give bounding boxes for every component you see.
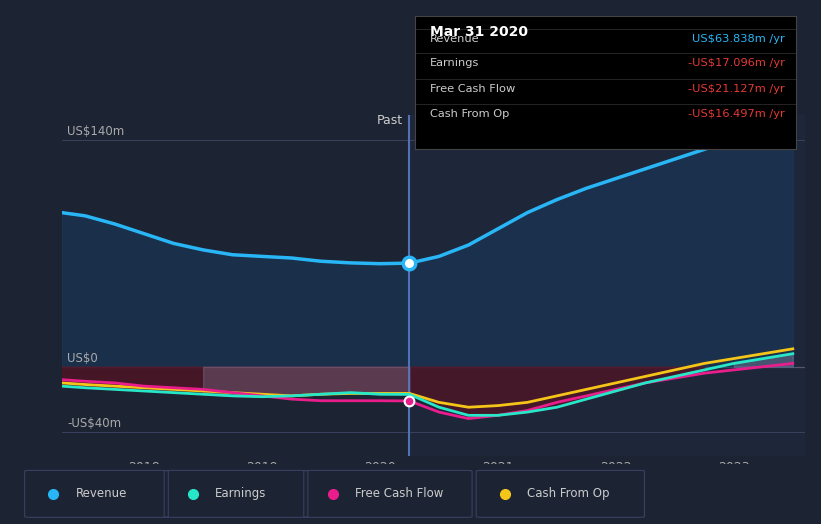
Text: Earnings: Earnings	[430, 59, 479, 69]
Text: US$0: US$0	[67, 352, 99, 365]
Text: Free Cash Flow: Free Cash Flow	[355, 487, 443, 500]
Text: Revenue: Revenue	[76, 487, 127, 500]
Text: Mar 31 2020: Mar 31 2020	[430, 25, 528, 39]
Text: Past: Past	[376, 114, 402, 127]
Text: Revenue: Revenue	[430, 35, 479, 45]
Text: Free Cash Flow: Free Cash Flow	[430, 84, 515, 94]
Text: Analysts Forecasts: Analysts Forecasts	[416, 114, 533, 127]
Text: -US$40m: -US$40m	[67, 417, 122, 430]
Bar	[410, 115, 805, 456]
Text: Earnings: Earnings	[215, 487, 267, 500]
Text: -US$17.096m /yr: -US$17.096m /yr	[688, 59, 785, 69]
Text: Cash From Op: Cash From Op	[527, 487, 609, 500]
Text: -US$16.497m /yr: -US$16.497m /yr	[688, 110, 785, 119]
Text: Cash From Op: Cash From Op	[430, 110, 509, 119]
Text: -US$21.127m /yr: -US$21.127m /yr	[688, 84, 785, 94]
Text: US$140m: US$140m	[67, 125, 125, 138]
Text: US$63.838m /yr: US$63.838m /yr	[692, 35, 785, 45]
